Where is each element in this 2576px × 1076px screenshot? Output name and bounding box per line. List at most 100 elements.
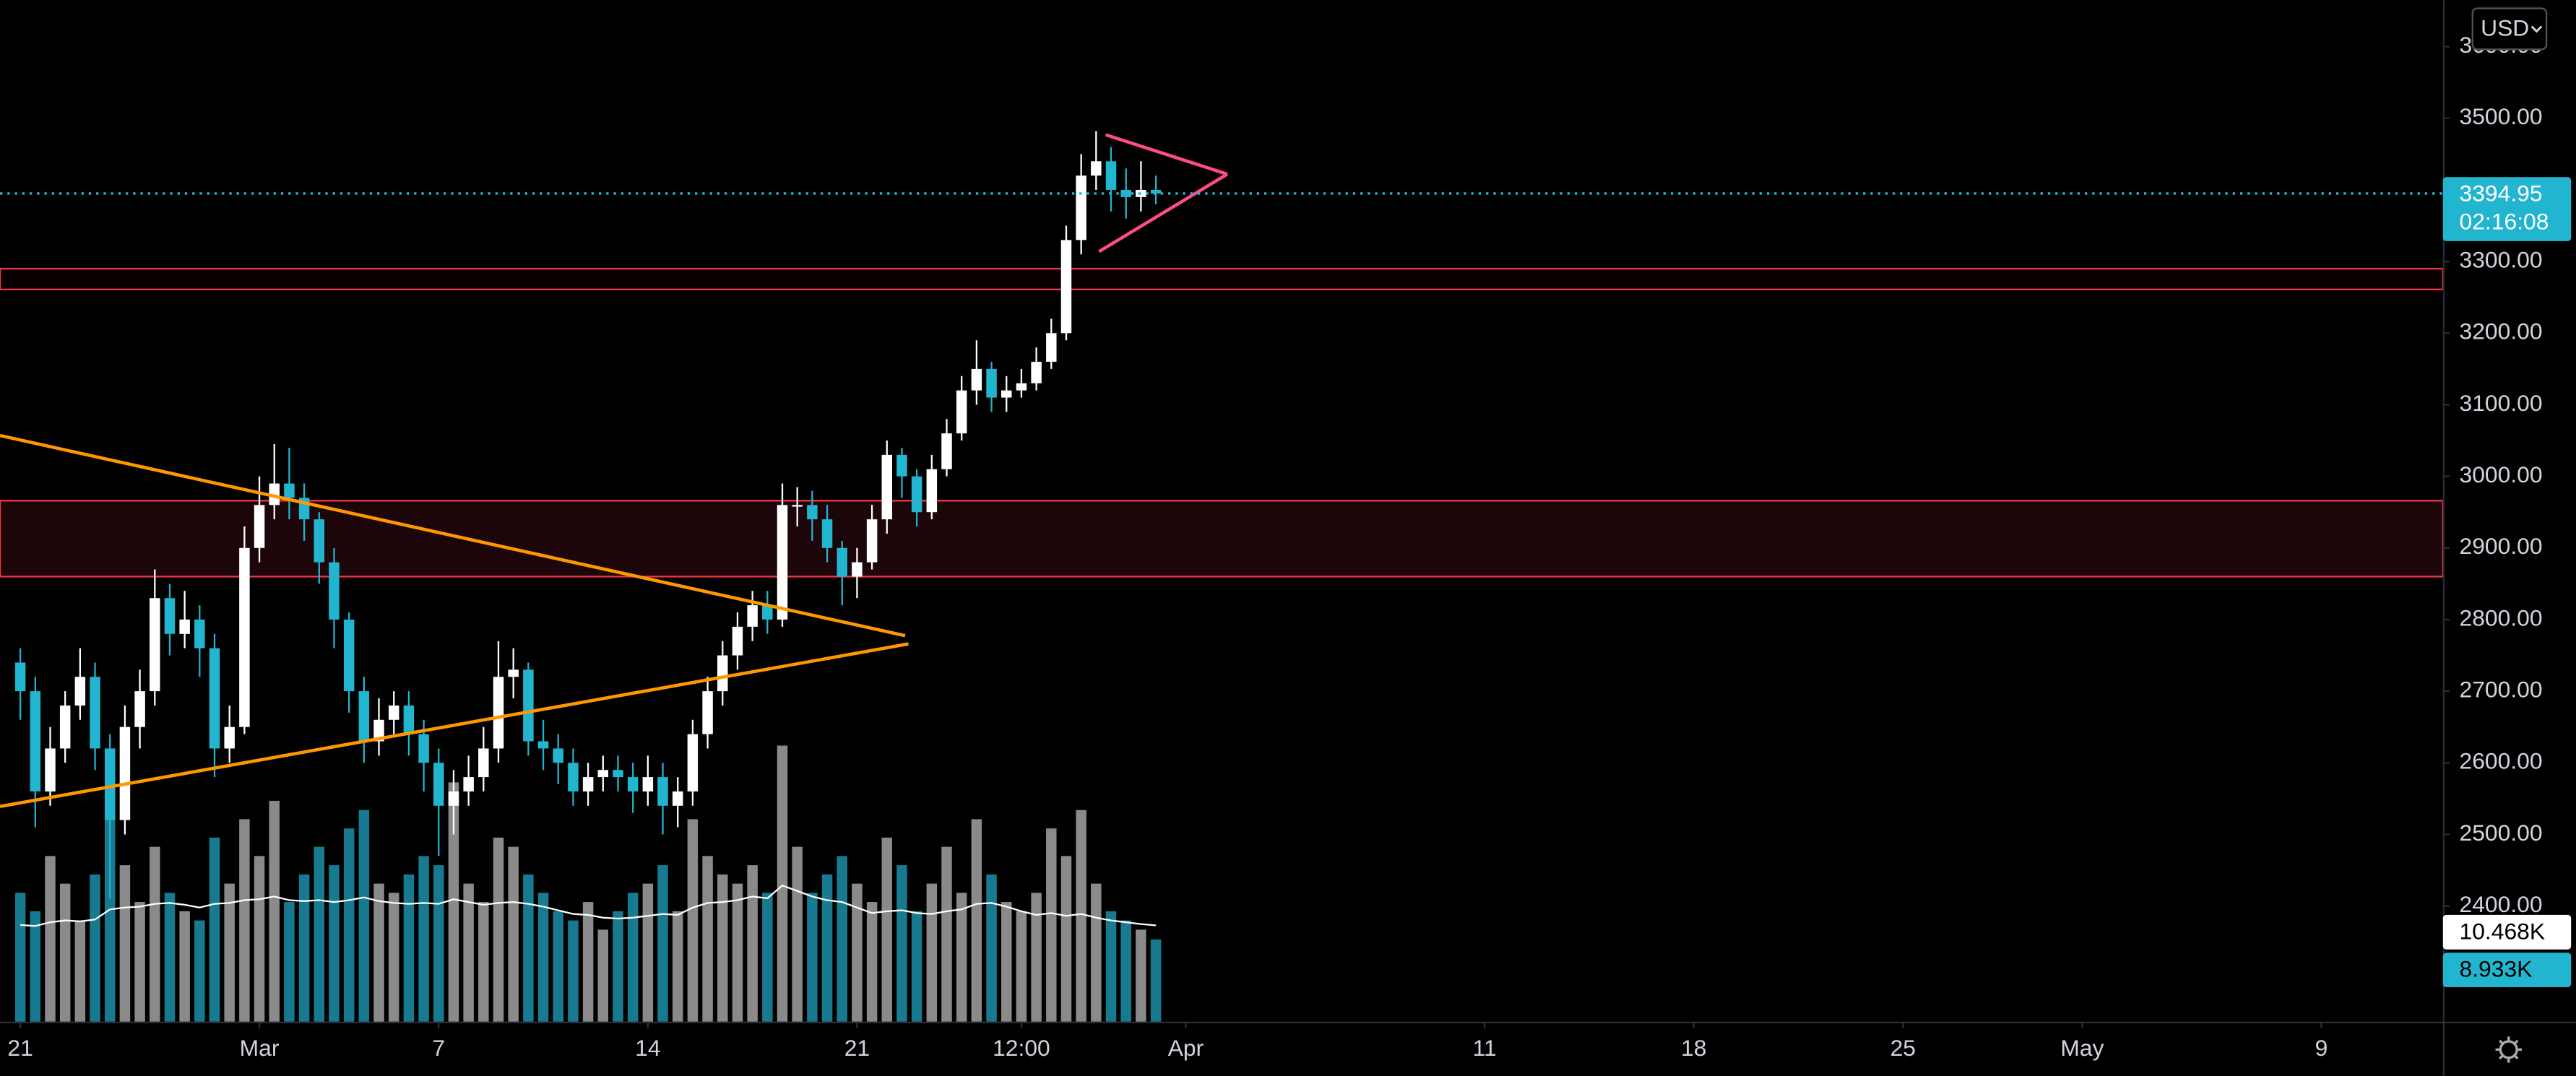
volume-bar bbox=[239, 819, 250, 1022]
candle-body bbox=[508, 669, 519, 677]
candle-body bbox=[433, 763, 444, 806]
candle-body bbox=[597, 770, 609, 778]
candle-body bbox=[956, 390, 967, 434]
candle-body bbox=[314, 519, 325, 563]
volume-bar bbox=[1120, 920, 1131, 1022]
volume-bar bbox=[418, 856, 429, 1022]
candle-body bbox=[702, 691, 713, 734]
volume-ma-label: 10.468K bbox=[2460, 918, 2546, 944]
candle-body bbox=[941, 433, 952, 469]
volume-bar bbox=[732, 883, 743, 1022]
candle-body bbox=[1031, 361, 1042, 383]
x-tick-label: 21 bbox=[7, 1035, 33, 1061]
volume-bar bbox=[896, 865, 907, 1022]
candle-body bbox=[732, 626, 743, 656]
candle-body bbox=[1060, 240, 1072, 334]
candle-body bbox=[537, 741, 549, 749]
x-tick-label: 12:00 bbox=[993, 1035, 1050, 1061]
volume-bar bbox=[194, 920, 205, 1022]
volume-bar bbox=[478, 902, 489, 1022]
volume-bar bbox=[523, 874, 534, 1022]
candle-body bbox=[418, 734, 429, 763]
zone bbox=[0, 500, 2444, 578]
axes: 2300.002400.002500.002600.002700.002800.… bbox=[7, 32, 2572, 1061]
currency-label[interactable]: USD bbox=[2481, 15, 2529, 41]
candle-body bbox=[164, 598, 176, 634]
zone bbox=[0, 267, 2444, 290]
volume-bar bbox=[164, 893, 176, 1022]
volume-bar bbox=[881, 837, 893, 1022]
currency-button-frame[interactable] bbox=[2471, 7, 2548, 51]
candle-body bbox=[762, 605, 773, 620]
x-tick-label: May bbox=[2060, 1035, 2104, 1061]
candle-body bbox=[194, 619, 205, 648]
volume-bar bbox=[298, 874, 310, 1022]
x-tick-label: 18 bbox=[1681, 1035, 1706, 1061]
candle-body bbox=[209, 648, 220, 749]
candle-body bbox=[1046, 333, 1057, 362]
candle-body bbox=[1150, 189, 1162, 194]
candle-body bbox=[493, 677, 504, 749]
candle-body bbox=[837, 547, 847, 577]
volume-bar bbox=[613, 911, 623, 1022]
candle-body bbox=[971, 368, 982, 391]
trendline bbox=[0, 433, 906, 638]
volume-bar bbox=[792, 846, 803, 1022]
volume-bar bbox=[956, 893, 967, 1022]
y-tick-label: 3500.00 bbox=[2460, 103, 2543, 129]
candle-body bbox=[104, 748, 116, 820]
volume-bar bbox=[329, 865, 340, 1022]
volume-bar bbox=[568, 920, 579, 1022]
volume-bar bbox=[254, 856, 265, 1022]
candle-body bbox=[343, 619, 355, 692]
candle-body bbox=[30, 691, 41, 791]
candle-body bbox=[254, 505, 265, 548]
volume-bar bbox=[911, 911, 922, 1022]
volume-bar bbox=[1016, 911, 1027, 1022]
candle-body bbox=[1105, 161, 1117, 190]
volume-bar bbox=[627, 893, 639, 1022]
candle-body bbox=[807, 505, 818, 520]
candle-body bbox=[463, 777, 474, 791]
volume-ma-label-box bbox=[2442, 914, 2572, 950]
candle-body bbox=[74, 677, 86, 706]
currency-button[interactable]: USD bbox=[2471, 7, 2548, 51]
volume-bar bbox=[224, 883, 235, 1022]
volume-bar bbox=[1150, 939, 1162, 1022]
volume-bar bbox=[493, 837, 504, 1022]
x-tick-label: 9 bbox=[2315, 1035, 2328, 1061]
candle-body bbox=[1001, 390, 1012, 398]
y-tick-label: 2700.00 bbox=[2460, 677, 2543, 703]
candle-body bbox=[388, 705, 399, 720]
y-tick-label: 2600.00 bbox=[2460, 748, 2543, 774]
y-tick-label: 2800.00 bbox=[2460, 604, 2543, 630]
candle-body bbox=[582, 777, 594, 791]
candle-body bbox=[568, 763, 579, 791]
volume-bar bbox=[269, 800, 280, 1022]
x-tick-label: 14 bbox=[635, 1035, 660, 1061]
candle-body bbox=[1076, 175, 1086, 240]
candle-body bbox=[777, 505, 788, 620]
price-label-box bbox=[2442, 177, 2572, 241]
last-price-label: 3394.95 bbox=[2460, 181, 2543, 207]
y-tick-label: 2900.00 bbox=[2460, 533, 2543, 559]
volume-bar bbox=[1031, 893, 1042, 1022]
candle-body bbox=[1091, 161, 1102, 176]
candle-body bbox=[59, 705, 71, 749]
volume-bar bbox=[179, 911, 190, 1022]
volume-bar bbox=[717, 874, 728, 1022]
volume-bar bbox=[687, 819, 699, 1022]
trendline bbox=[1098, 173, 1229, 253]
plot-area bbox=[0, 131, 2444, 1022]
volume-bar bbox=[941, 846, 952, 1022]
volume-bar bbox=[388, 893, 399, 1022]
candle-body bbox=[792, 505, 803, 507]
dropdown-arrow[interactable] bbox=[2530, 25, 2543, 33]
volume-bar bbox=[343, 828, 355, 1022]
settings-gear[interactable] bbox=[2495, 1036, 2522, 1063]
gear-teeth[interactable] bbox=[2495, 1036, 2522, 1063]
volume-bar bbox=[1105, 911, 1117, 1022]
countdown-label: 02:16:08 bbox=[2460, 208, 2549, 234]
volume-bar bbox=[926, 883, 938, 1022]
